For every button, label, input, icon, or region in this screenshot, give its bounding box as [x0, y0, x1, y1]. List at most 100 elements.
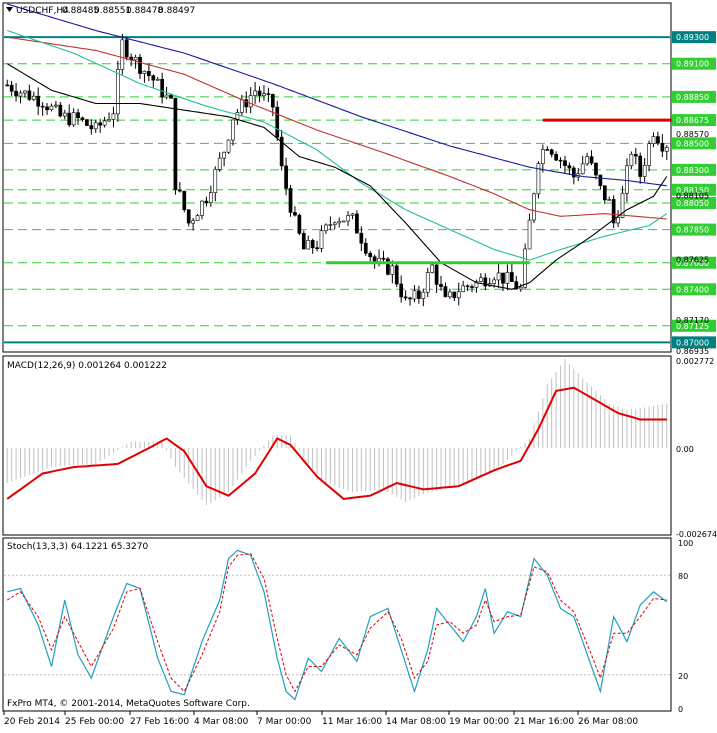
candle-body	[425, 272, 430, 293]
candle-body	[514, 281, 519, 290]
candle-body	[147, 70, 151, 76]
candle-body	[178, 189, 182, 192]
stoch-title: Stoch(13,3,3) 64.1221 65.3270	[7, 542, 148, 552]
time-label: 4 Mar 08:00	[194, 717, 249, 727]
candle-body	[288, 188, 293, 213]
candle-body	[332, 222, 337, 225]
price-tag	[672, 336, 716, 349]
candle-body	[390, 265, 395, 275]
candle-body	[293, 212, 297, 216]
candle-body	[160, 78, 164, 98]
candle-body	[337, 220, 342, 224]
price-tag	[672, 256, 716, 269]
candle-body	[111, 113, 116, 120]
candle-body	[164, 94, 169, 98]
time-label: 21 Mar 16:00	[514, 717, 574, 727]
time-label: 14 Mar 08:00	[386, 717, 446, 727]
candle-body	[244, 99, 249, 108]
time-label: 25 Feb 00:00	[65, 717, 124, 727]
stoch-signal-line	[6, 553, 667, 693]
collapse-triangle-icon[interactable]	[6, 7, 13, 12]
candle-body	[656, 136, 660, 144]
price-axis-label: 0.86935	[676, 347, 709, 356]
ohlc-high: 0.88551	[94, 6, 131, 16]
candle-body	[54, 104, 58, 107]
candle-body	[310, 240, 315, 249]
candle-body	[58, 104, 63, 117]
macd-axis-label: -0.002674	[676, 530, 717, 539]
candle-body	[284, 165, 288, 189]
time-label: 7 Mar 00:00	[257, 717, 312, 727]
price-tag	[672, 57, 716, 70]
candle-body	[85, 119, 89, 126]
candle-body	[36, 95, 41, 107]
candle-body	[275, 106, 280, 138]
stoch-axis-label: 20	[678, 672, 688, 681]
time-label: 19 Mar 00:00	[449, 717, 509, 727]
stoch-main-line	[7, 549, 668, 701]
price-tag	[672, 223, 716, 236]
candle-body	[607, 199, 612, 201]
candle-body	[71, 112, 76, 126]
candle-body	[421, 291, 426, 299]
candle-body	[222, 151, 226, 159]
candle-body	[319, 230, 324, 249]
ohlc-close: 0.88497	[158, 6, 195, 16]
candle-body	[9, 84, 14, 92]
candle-body	[49, 105, 54, 111]
price-tag	[672, 137, 716, 150]
candle-body	[554, 154, 558, 161]
candle-body	[98, 122, 103, 126]
candle-body	[567, 165, 572, 169]
stoch-axis-label: 80	[678, 572, 688, 581]
candle-body	[155, 78, 160, 81]
candle-body	[204, 200, 209, 203]
candle-body	[660, 142, 665, 152]
price-tag	[672, 183, 716, 196]
candle-body	[5, 84, 10, 87]
candle-body	[89, 125, 94, 130]
price-tag-label: 0.88300	[676, 166, 709, 175]
candle-body	[226, 139, 231, 153]
moving-average-0	[7, 3, 667, 187]
stoch-panel	[4, 549, 670, 701]
candle-body	[133, 56, 138, 61]
candle-body	[14, 90, 18, 97]
candle-body	[638, 155, 643, 177]
candle-body	[456, 291, 461, 299]
candle-body	[200, 200, 204, 216]
price-tag-label: 0.87125	[676, 322, 709, 331]
time-label: 27 Feb 16:00	[130, 717, 189, 727]
candle-body	[563, 160, 567, 166]
candle-body	[448, 291, 452, 298]
price-tag-label: 0.88675	[676, 116, 709, 125]
candle-body	[474, 281, 479, 288]
candle-body	[80, 117, 85, 120]
candle-body	[186, 209, 191, 224]
price-axis-label: 0.88105	[676, 192, 709, 201]
candle-body	[394, 265, 399, 285]
candle-body	[492, 279, 496, 284]
candle-body	[664, 147, 669, 152]
candle-body	[191, 220, 195, 224]
candle-body	[262, 93, 266, 96]
candle-body	[647, 143, 651, 166]
price-tag-label: 0.88500	[676, 139, 709, 148]
candle-body	[589, 156, 594, 164]
price-axis-label: 0.88570	[676, 130, 709, 139]
candle-body	[629, 153, 634, 167]
time-label: 26 Mar 08:00	[578, 717, 638, 727]
candle-body	[417, 290, 421, 299]
candle-body	[253, 90, 257, 96]
candle-body	[518, 286, 523, 290]
price-tag-label: 0.89300	[676, 33, 709, 42]
candle-body	[611, 199, 616, 224]
time-axis: 20 Feb 2014 25 Feb 00:00 27 Feb 16:00 4 Mar…	[3, 711, 638, 727]
candle-body	[350, 213, 355, 216]
moving-average-2	[7, 29, 668, 261]
stoch-axis-label: 100	[678, 539, 693, 548]
candle-body	[257, 90, 262, 96]
candle-body	[341, 220, 346, 223]
